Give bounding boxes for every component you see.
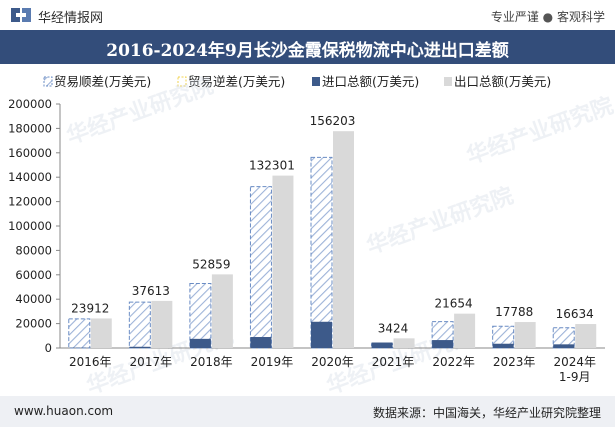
footer: www.huaon.com 数据来源：中国海关，华经产业研究院整理 (0, 396, 615, 427)
data-label-8: 17788 (495, 305, 533, 319)
tagline: 专业严谨 ● 客观科学 (491, 8, 605, 25)
legend: 贸易顺差(万美元) 贸易逆差(万美元) 进口总额(万美元) 出口总额(万美元) (43, 74, 551, 89)
tagline-part-2: 客观科学 (556, 10, 605, 24)
bar-import-6 (371, 342, 393, 348)
legend-label-3: 进口总额(万美元) (322, 74, 419, 89)
x-axis-labels: 2016年 2017年 2018年 2019年 2020年 2021年 2022年 2023年… (69, 355, 596, 384)
x-tick-label-1: 2016年 (69, 355, 112, 369)
bar-export-5 (333, 131, 354, 348)
y-tick-label-3: 60000 (15, 268, 52, 282)
bar-export-3 (211, 274, 233, 348)
y-tick-label-2: 40000 (15, 292, 52, 306)
legend-label-2: 贸易逆差(万美元) (188, 74, 285, 89)
x-tick-label-6: 2021年 (372, 355, 415, 369)
bar-import-9 (553, 344, 575, 348)
bar-import-3 (189, 338, 211, 348)
legend-label-1: 贸易顺差(万美元) (54, 74, 151, 89)
x-tick-label-2: 2017年 (130, 355, 173, 369)
bar-import-8 (492, 343, 514, 348)
huajing-logo-icon (11, 8, 31, 22)
bar-surplus-2 (128, 301, 151, 349)
y-tick-label-0: 0 (45, 341, 52, 355)
x-tick-label-5: 2020年 (311, 355, 354, 369)
x-tick-label-8: 2023年 (493, 355, 536, 369)
brand-name: 华经情报网 (38, 11, 104, 26)
bar-surplus-1 (68, 318, 91, 349)
tagline-part-1: 专业严谨 (490, 10, 539, 24)
y-tick-label-9: 180000 (8, 121, 52, 135)
source-label: 数据来源： (372, 406, 433, 420)
bar-export-9 (575, 324, 597, 348)
y-tick-label-10: 200000 (8, 97, 52, 111)
watermark-2: 华经产业研究院 (363, 183, 517, 260)
bar-export-1 (90, 318, 112, 348)
legend-swatch-4 (444, 77, 452, 86)
chart-title: 2016-2024年9月长沙金霞保税物流中心进出口差额 (106, 41, 509, 61)
x-tick-label-4: 2019年 (251, 355, 294, 369)
bar-import-5 (311, 321, 332, 348)
source-text: 中国海关，华经产业研究院整理 (432, 406, 601, 420)
data-label-3: 52859 (192, 257, 230, 271)
data-label-7: 21654 (435, 297, 473, 311)
top-bar: 华经情报网 专业严谨 ● 客观科学 (0, 0, 615, 30)
footer-site: www.huaon.com (14, 404, 114, 418)
bar-surplus-3 (189, 283, 212, 349)
bars: 23912 37613 52859 132301 156203 3424 21654 1778… (68, 114, 597, 349)
x-tick-label-9: 2024年 1-9月 (553, 355, 596, 384)
y-tick-label-6: 120000 (8, 195, 52, 209)
y-tick-label-7: 140000 (8, 170, 52, 184)
bar-surplus-5 (310, 156, 333, 349)
bar-import-7 (432, 340, 454, 348)
data-label-9: 16634 (556, 307, 594, 321)
bar-surplus-8 (492, 325, 515, 349)
bar-export-7 (454, 313, 476, 348)
bar-export-6 (393, 338, 415, 348)
x-tick-label-7: 2022年 (432, 355, 475, 369)
bar-export-4 (272, 175, 294, 348)
y-tick-label-5: 100000 (8, 219, 52, 233)
y-tick-label-1: 20000 (15, 317, 52, 331)
tagline-separator: ● (542, 10, 554, 24)
bar-import-2 (129, 346, 151, 348)
legend-swatch-2 (177, 76, 187, 87)
data-label-4: 132301 (249, 159, 295, 173)
legend-swatch-3 (312, 77, 320, 86)
bar-import-4 (250, 337, 272, 348)
chart-area: 贸易顺差(万美元) 贸易逆差(万美元) 进口总额(万美元) 出口总额(万美元) 华经产… (8, 73, 615, 396)
legend-label-4: 出口总额(万美元) (454, 74, 551, 89)
data-label-2: 37613 (132, 284, 170, 298)
bar-surplus-4 (249, 186, 272, 349)
footer-source: 数据来源：中国海关，华经产业研究院整理 (373, 404, 601, 421)
watermark-5: 华经产业研究院 (463, 93, 615, 170)
y-tick-label-8: 160000 (8, 146, 52, 160)
data-label-6: 3424 (378, 321, 409, 335)
data-label-5: 156203 (310, 114, 356, 128)
data-label-1: 23912 (71, 301, 109, 315)
bar-export-2 (151, 300, 173, 348)
bar-export-8 (514, 322, 536, 348)
title-bar: 2016-2024年9月长沙金霞保税物流中心进出口差额 (0, 30, 615, 64)
legend-swatch-1 (43, 76, 53, 87)
x-tick-label-3: 2018年 (190, 355, 233, 369)
y-tick-label-4: 80000 (15, 243, 52, 257)
